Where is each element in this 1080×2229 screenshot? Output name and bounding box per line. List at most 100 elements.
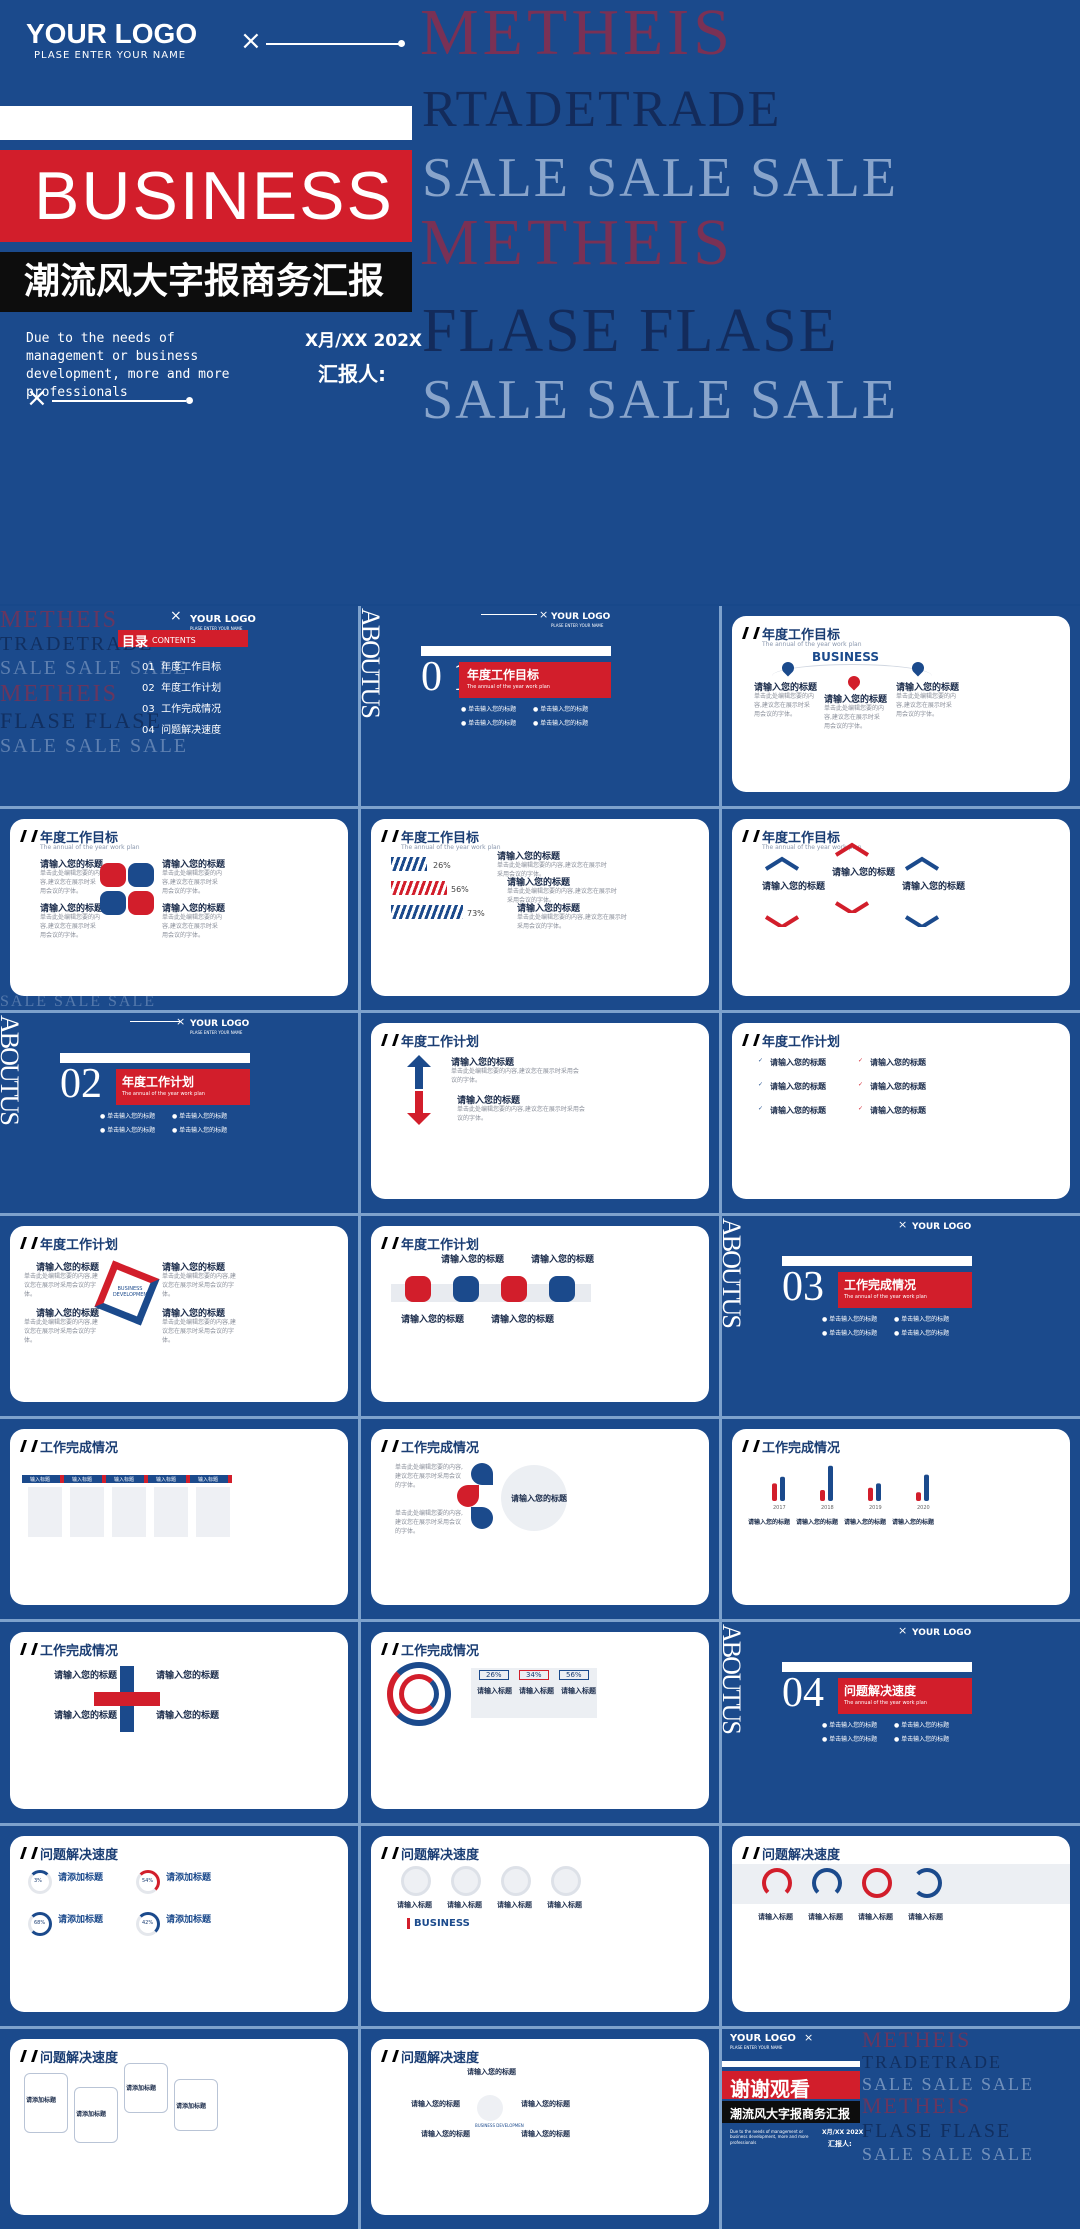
- deco-word: SALE SALE SALE: [0, 735, 188, 757]
- progress-bar: [391, 905, 463, 920]
- slide-goals-chevrons[interactable]: 年度工作目标 The annual of the year work plan …: [722, 809, 1080, 1010]
- slide-card: 工作完成情况 26% 34% 56% 请输入标题 请输入标题 请输入标题: [371, 1632, 709, 1809]
- logo-text: YOUR LOGO: [190, 1018, 250, 1029]
- enter-badge[interactable]: [128, 863, 154, 888]
- close-icon: ×: [898, 1624, 908, 1638]
- enter-badge[interactable]: [405, 1275, 431, 1302]
- slide-card: 工作完成情况 请输入您的标题 请输入您的标题 请输入您的标题 请输入您的标题: [10, 1632, 348, 1809]
- slash-icon: [381, 1440, 399, 1452]
- section-title: 工作完成情况: [844, 1277, 917, 1292]
- about-vertical-text: ABOUTUS: [0, 1014, 24, 1124]
- slide-status-columns[interactable]: 工作完成情况 输入标题 输入标题 输入标题 输入标题 输入标题: [0, 1419, 358, 1620]
- slide-card: 问题解决速度 请输入您的标题 请输入您的标题 请输入您的标题 请输入您的标题 请…: [371, 2038, 709, 2215]
- deco-word: SALE SALE SALE: [0, 657, 188, 679]
- slide-card: 年度工作计划 请输入您的标题 单击此处编辑您要的内容,建议您在展示时采用会议的字…: [10, 1225, 348, 1402]
- slide-section-04[interactable]: ABOUTUS × YOUR LOGO 04 问题解决速度 The annual…: [722, 1622, 1080, 1823]
- enter-badge[interactable]: [100, 891, 126, 916]
- business-title: BUSINESS: [34, 158, 394, 234]
- deco-word: TRADETRADE: [0, 633, 154, 655]
- toc-item[interactable]: 01 年度工作目标: [142, 662, 222, 673]
- bar: [916, 1492, 921, 1501]
- target-ring: [387, 1662, 451, 1727]
- slide-speed-rings[interactable]: 问题解决速度 3% 请添加标题 54% 请添加标题 68% 请添加标题 42% …: [0, 1825, 358, 2026]
- close-icon: ×: [898, 1217, 908, 1231]
- slide-section-03[interactable]: ABOUTUS × YOUR LOGO 03 工作完成情况 The annual…: [722, 1215, 1080, 1416]
- slide-goals-buttons[interactable]: SALE SALE SALE 年度工作目标 The annual of the …: [0, 809, 358, 1010]
- slide-speed-icons[interactable]: 问题解决速度 请输入标题 请输入标题 请输入标题 请输入标题 BUSINESS: [361, 1825, 719, 2026]
- slide-card: 工作完成情况 输入标题 输入标题 输入标题 输入标题 输入标题: [10, 1429, 348, 1606]
- slash-icon: [381, 1643, 399, 1656]
- bar-year-label: 2018: [821, 1505, 834, 1511]
- location-icon: [501, 1865, 531, 1896]
- slide-status-clover[interactable]: 工作完成情况 单击此处编辑您要的内容,建议您在展示时采用会议的字体。 单击此处编…: [361, 1419, 719, 1620]
- chevron-shape: [904, 856, 940, 928]
- toc-item[interactable]: 02 年度工作计划: [142, 683, 222, 694]
- red-band: [116, 1068, 250, 1105]
- section-title: 年度工作计划: [122, 1074, 195, 1089]
- contents-label: 目录: [122, 635, 149, 650]
- white-band: [60, 1052, 250, 1063]
- slash-icon: [381, 1846, 399, 1859]
- section-number: 04: [782, 1670, 824, 1717]
- close-icon: ×: [804, 2030, 814, 2044]
- slash-icon: [381, 1236, 399, 1249]
- progress-bar: [391, 857, 427, 872]
- slide-speed-hub[interactable]: 问题解决速度 请输入您的标题 请输入您的标题 请输入您的标题 请输入您的标题 请…: [361, 2028, 719, 2229]
- close-icon: ×: [240, 26, 262, 56]
- slash-icon: [381, 830, 399, 843]
- slide-plan-arrows[interactable]: 年度工作计划 请输入您的标题 单击此处编辑您要的内容,建议您在展示时采用会议的字…: [361, 1012, 719, 1213]
- divider-dot: [186, 397, 193, 404]
- bar: [780, 1476, 785, 1501]
- chevron-shape: [764, 856, 800, 928]
- toc-item[interactable]: 04 问题解决速度: [142, 725, 222, 736]
- slide-card: 年度工作目标 The annual of the year work plan …: [732, 819, 1070, 996]
- slide-plan-checklist[interactable]: 年度工作计划 ✓ 请输入您的标题 ✓ 请输入您的标题 ✓ 请输入您的标题 ✓ 请输入您的…: [722, 1012, 1080, 1213]
- deco-word: FLASE FLASE: [0, 708, 162, 733]
- cover-date: X月/XX 202X: [305, 331, 423, 351]
- slash-icon: [381, 2049, 399, 2062]
- divider-line: [481, 614, 537, 615]
- ending-title-cn: 潮流风大字报商务汇报: [730, 2106, 851, 2121]
- slide-card: 问题解决速度 请输入标题 请输入标题 请输入标题 请输入标题: [732, 1835, 1070, 2012]
- deco-word: RTADETRADE: [422, 81, 782, 138]
- enter-badge[interactable]: [549, 1275, 575, 1302]
- red-band: [0, 150, 412, 242]
- deco-word: SALE SALE SALE: [422, 147, 898, 209]
- logo-text: YOUR LOGO: [26, 18, 198, 49]
- bar: [876, 1483, 881, 1501]
- contents-label-en: CONTENTS: [152, 636, 196, 645]
- cover-slide: METHEIS RTADETRADE SALE SALE SALE METHEI…: [0, 0, 1080, 604]
- slide-goals-percent[interactable]: 年度工作目标 The annual of the year work plan …: [361, 809, 719, 1010]
- slide-section-01[interactable]: ABOUTUS × YOUR LOGO PLASE ENTER YOUR NAM…: [361, 606, 719, 807]
- logo-text: YOUR LOGO: [551, 612, 611, 622]
- chevron-shape: [834, 842, 870, 914]
- slide-section-02[interactable]: ABOUTUS × YOUR LOGO PLASE ENTER YOUR NAM…: [0, 1012, 358, 1213]
- logo-subtitle: PLASE ENTER YOUR NAME: [551, 623, 604, 628]
- slide-speed-band[interactable]: 问题解决速度 请输入标题 请输入标题 请输入标题 请输入标题: [722, 1825, 1080, 2026]
- slide-card: 工作完成情况 2017 2018 2019 2020 请输入您的标题 请输入您的标题 …: [732, 1429, 1070, 1606]
- enter-badge[interactable]: [100, 863, 126, 888]
- section-number: 03: [782, 1263, 824, 1310]
- close-icon: ×: [26, 383, 48, 413]
- contents-list: 01 年度工作目标 02 年度工作计划 03 工作完成情况 04 问题解决速度: [142, 658, 221, 742]
- slide-status-cross[interactable]: 工作完成情况 请输入您的标题 请输入您的标题 请输入您的标题 请输入您的标题: [0, 1622, 358, 1823]
- slide-ending[interactable]: METHEIS TRADETRADE SALE SALE SALE METHEI…: [722, 2028, 1080, 2229]
- slide-status-target[interactable]: 工作完成情况 26% 34% 56% 请输入标题 请输入标题 请输入标题: [361, 1622, 719, 1823]
- enter-badge[interactable]: [501, 1275, 527, 1302]
- slide-card: 年度工作计划 请输入您的标题 单击此处编辑您要的内容,建议您在展示时采用会议的字…: [371, 1022, 709, 1199]
- slide-card: 问题解决速度 请输入标题 请输入标题 请输入标题 请输入标题 BUSINESS: [371, 1835, 709, 2012]
- slide-speed-cards[interactable]: 问题解决速度 请添加标题 请添加标题 请添加标题 请添加标题: [0, 2028, 358, 2229]
- close-icon: ×: [539, 608, 549, 621]
- slide-contents[interactable]: METHEIS TRADETRADE SALE SALE SALE METHEI…: [0, 606, 358, 807]
- slide-status-bars[interactable]: 工作完成情况 2017 2018 2019 2020 请输入您的标题 请输入您的标题 …: [722, 1419, 1080, 1620]
- slash-icon: [20, 1236, 38, 1249]
- slide-plan-ring[interactable]: 年度工作计划 请输入您的标题 单击此处编辑您要的内容,建议您在展示时采用会议的字…: [0, 1215, 358, 1416]
- slash-icon: [742, 1846, 760, 1859]
- enter-badge[interactable]: [453, 1275, 479, 1302]
- slide-goals-pins[interactable]: 年度工作目标 The annual of the year work plan …: [722, 606, 1080, 807]
- bar-year-label: 2020: [917, 1505, 930, 1511]
- slide-plan-badges[interactable]: 年度工作计划 请输入您的标题 请输入您的标题 请输入您的标题 请输入您的标题: [361, 1215, 719, 1416]
- toc-item[interactable]: 03 工作完成情况: [142, 704, 222, 715]
- enter-badge[interactable]: [128, 891, 154, 916]
- divider-line: [266, 43, 402, 45]
